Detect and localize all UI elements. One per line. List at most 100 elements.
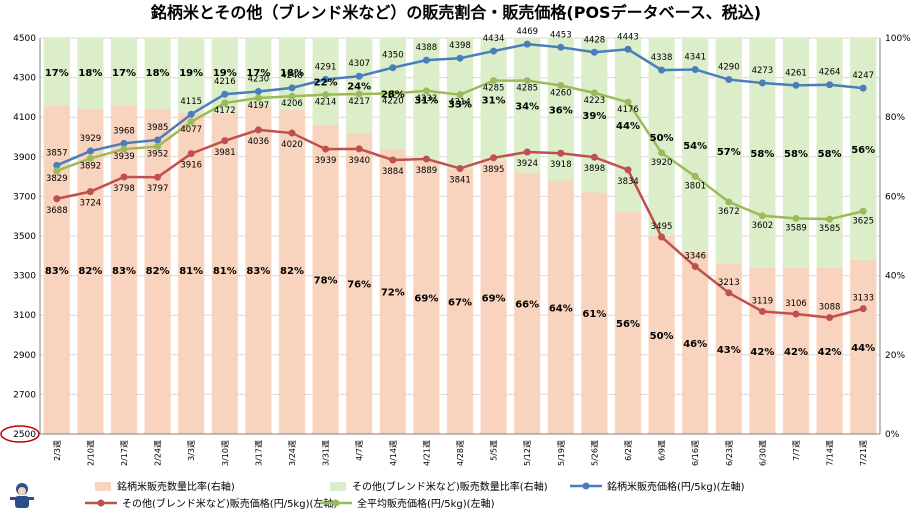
line-value-label: 3346 <box>684 251 706 261</box>
series-point <box>758 79 766 87</box>
bar-other-share <box>480 38 507 161</box>
other-share-label: 18% <box>146 68 170 79</box>
brand-share-label: 46% <box>683 339 707 350</box>
series-point <box>288 92 296 100</box>
line-value-label: 4341 <box>684 52 706 62</box>
line-value-label: 4428 <box>584 35 606 45</box>
x-tick-label: 6/30週 <box>758 440 767 466</box>
legend-swatch <box>95 482 111 491</box>
series-point <box>590 153 598 161</box>
brand-share-label: 64% <box>549 303 573 314</box>
line-value-label: 4217 <box>348 97 370 107</box>
line-value-label: 3884 <box>382 167 404 177</box>
line-value-label: 3495 <box>651 222 673 232</box>
y-left-tick-label: 3100 <box>13 311 36 321</box>
brand-share-label: 83% <box>246 266 270 277</box>
bar-brand-share <box>648 236 675 434</box>
other-share-label: 24% <box>347 82 371 93</box>
series-point <box>389 89 397 97</box>
line-value-label: 3952 <box>147 150 169 160</box>
other-share-label: 58% <box>750 149 774 160</box>
x-tick-label: 6/2週 <box>624 440 633 461</box>
x-tick-label: 3/24週 <box>288 440 297 466</box>
line-value-label: 3924 <box>516 159 538 169</box>
line-value-label: 3918 <box>550 160 572 170</box>
bar-brand-share <box>77 109 104 434</box>
bar-brand-share <box>278 109 306 434</box>
line-value-label: 3724 <box>80 199 102 209</box>
y-left-tick-label: 3300 <box>13 272 36 282</box>
x-tick-label: 7/21週 <box>859 440 868 466</box>
bar-other-share <box>77 38 104 110</box>
series-point <box>53 167 61 175</box>
other-share-label: 44% <box>616 121 640 132</box>
line-value-label: 3625 <box>852 216 874 226</box>
brand-share-label: 78% <box>314 276 338 287</box>
x-tick-label: 3/3週 <box>187 440 196 461</box>
other-share-label: 34% <box>515 101 539 112</box>
chart-title: 銘柄米とその他（ブレンド米など）の販売割合・販売価格(POSデータベース、税込) <box>151 3 761 22</box>
bar-other-share <box>816 38 843 268</box>
series-point <box>221 99 229 107</box>
y-right-tick-label: 20% <box>885 351 905 361</box>
line-value-label: 4115 <box>180 97 202 107</box>
line-value-label: 4290 <box>718 63 740 73</box>
line-value-label: 3688 <box>46 206 68 216</box>
bar-brand-share <box>211 113 238 435</box>
series-point <box>826 314 834 322</box>
line-value-label: 4172 <box>214 106 236 116</box>
line-value-label: 3889 <box>416 166 438 176</box>
other-share-label: 19% <box>179 68 203 79</box>
series-point <box>355 72 363 80</box>
line-value-label: 3213 <box>718 278 740 288</box>
series-point <box>86 154 94 162</box>
series-point <box>624 166 632 174</box>
bar-brand-share <box>749 267 776 434</box>
line-value-label: 3119 <box>752 296 774 306</box>
brand-share-label: 43% <box>717 345 741 356</box>
bar-brand-share <box>782 267 810 434</box>
bar-other-share <box>715 38 742 264</box>
x-tick-label: 5/19週 <box>557 440 566 466</box>
legend-label: その他(ブレンド米など)販売価格(円/5kg)(左軸) <box>122 497 337 510</box>
y-left-tick-label: 4500 <box>13 34 36 44</box>
bar-other-share <box>682 38 709 252</box>
y-right-tick-label: 0% <box>885 430 900 440</box>
other-share-label: 58% <box>784 149 808 160</box>
series-point <box>792 310 800 318</box>
bar-brand-share <box>682 251 709 434</box>
line-value-label: 3981 <box>214 148 236 158</box>
series-point <box>120 139 128 147</box>
series-point <box>792 214 800 222</box>
series-point <box>725 76 733 84</box>
x-tick-label: 2/10週 <box>86 440 95 466</box>
other-share-label: 36% <box>549 105 573 116</box>
x-tick-label: 2/3週 <box>53 440 62 461</box>
y-left-tick-label: 3500 <box>13 232 36 242</box>
line-value-label: 3920 <box>651 158 673 168</box>
brand-share-label: 81% <box>179 266 203 277</box>
x-tick-label: 5/12週 <box>523 440 532 466</box>
mascot-icon <box>10 483 34 508</box>
series-point <box>658 233 666 241</box>
series-point <box>221 90 229 98</box>
series-point <box>187 150 195 158</box>
x-tick-label: 4/28週 <box>456 440 465 466</box>
series-point <box>322 75 330 83</box>
series-point <box>254 126 262 134</box>
line-value-label: 4036 <box>248 137 270 147</box>
series-point <box>355 145 363 153</box>
line-value-label: 4469 <box>516 27 538 37</box>
line-value-label: 3797 <box>147 184 169 194</box>
lines <box>53 40 867 322</box>
bar-brand-share <box>547 180 574 434</box>
other-share-label: 31% <box>482 95 506 106</box>
bar-other-share <box>614 38 642 213</box>
x-tick-label: 6/9週 <box>658 440 667 461</box>
series-point <box>557 82 565 90</box>
x-tick-label: 4/7週 <box>355 440 364 461</box>
line-value-label: 3939 <box>315 156 337 166</box>
other-share-label: 17% <box>45 68 69 79</box>
brand-share-label: 83% <box>112 266 136 277</box>
